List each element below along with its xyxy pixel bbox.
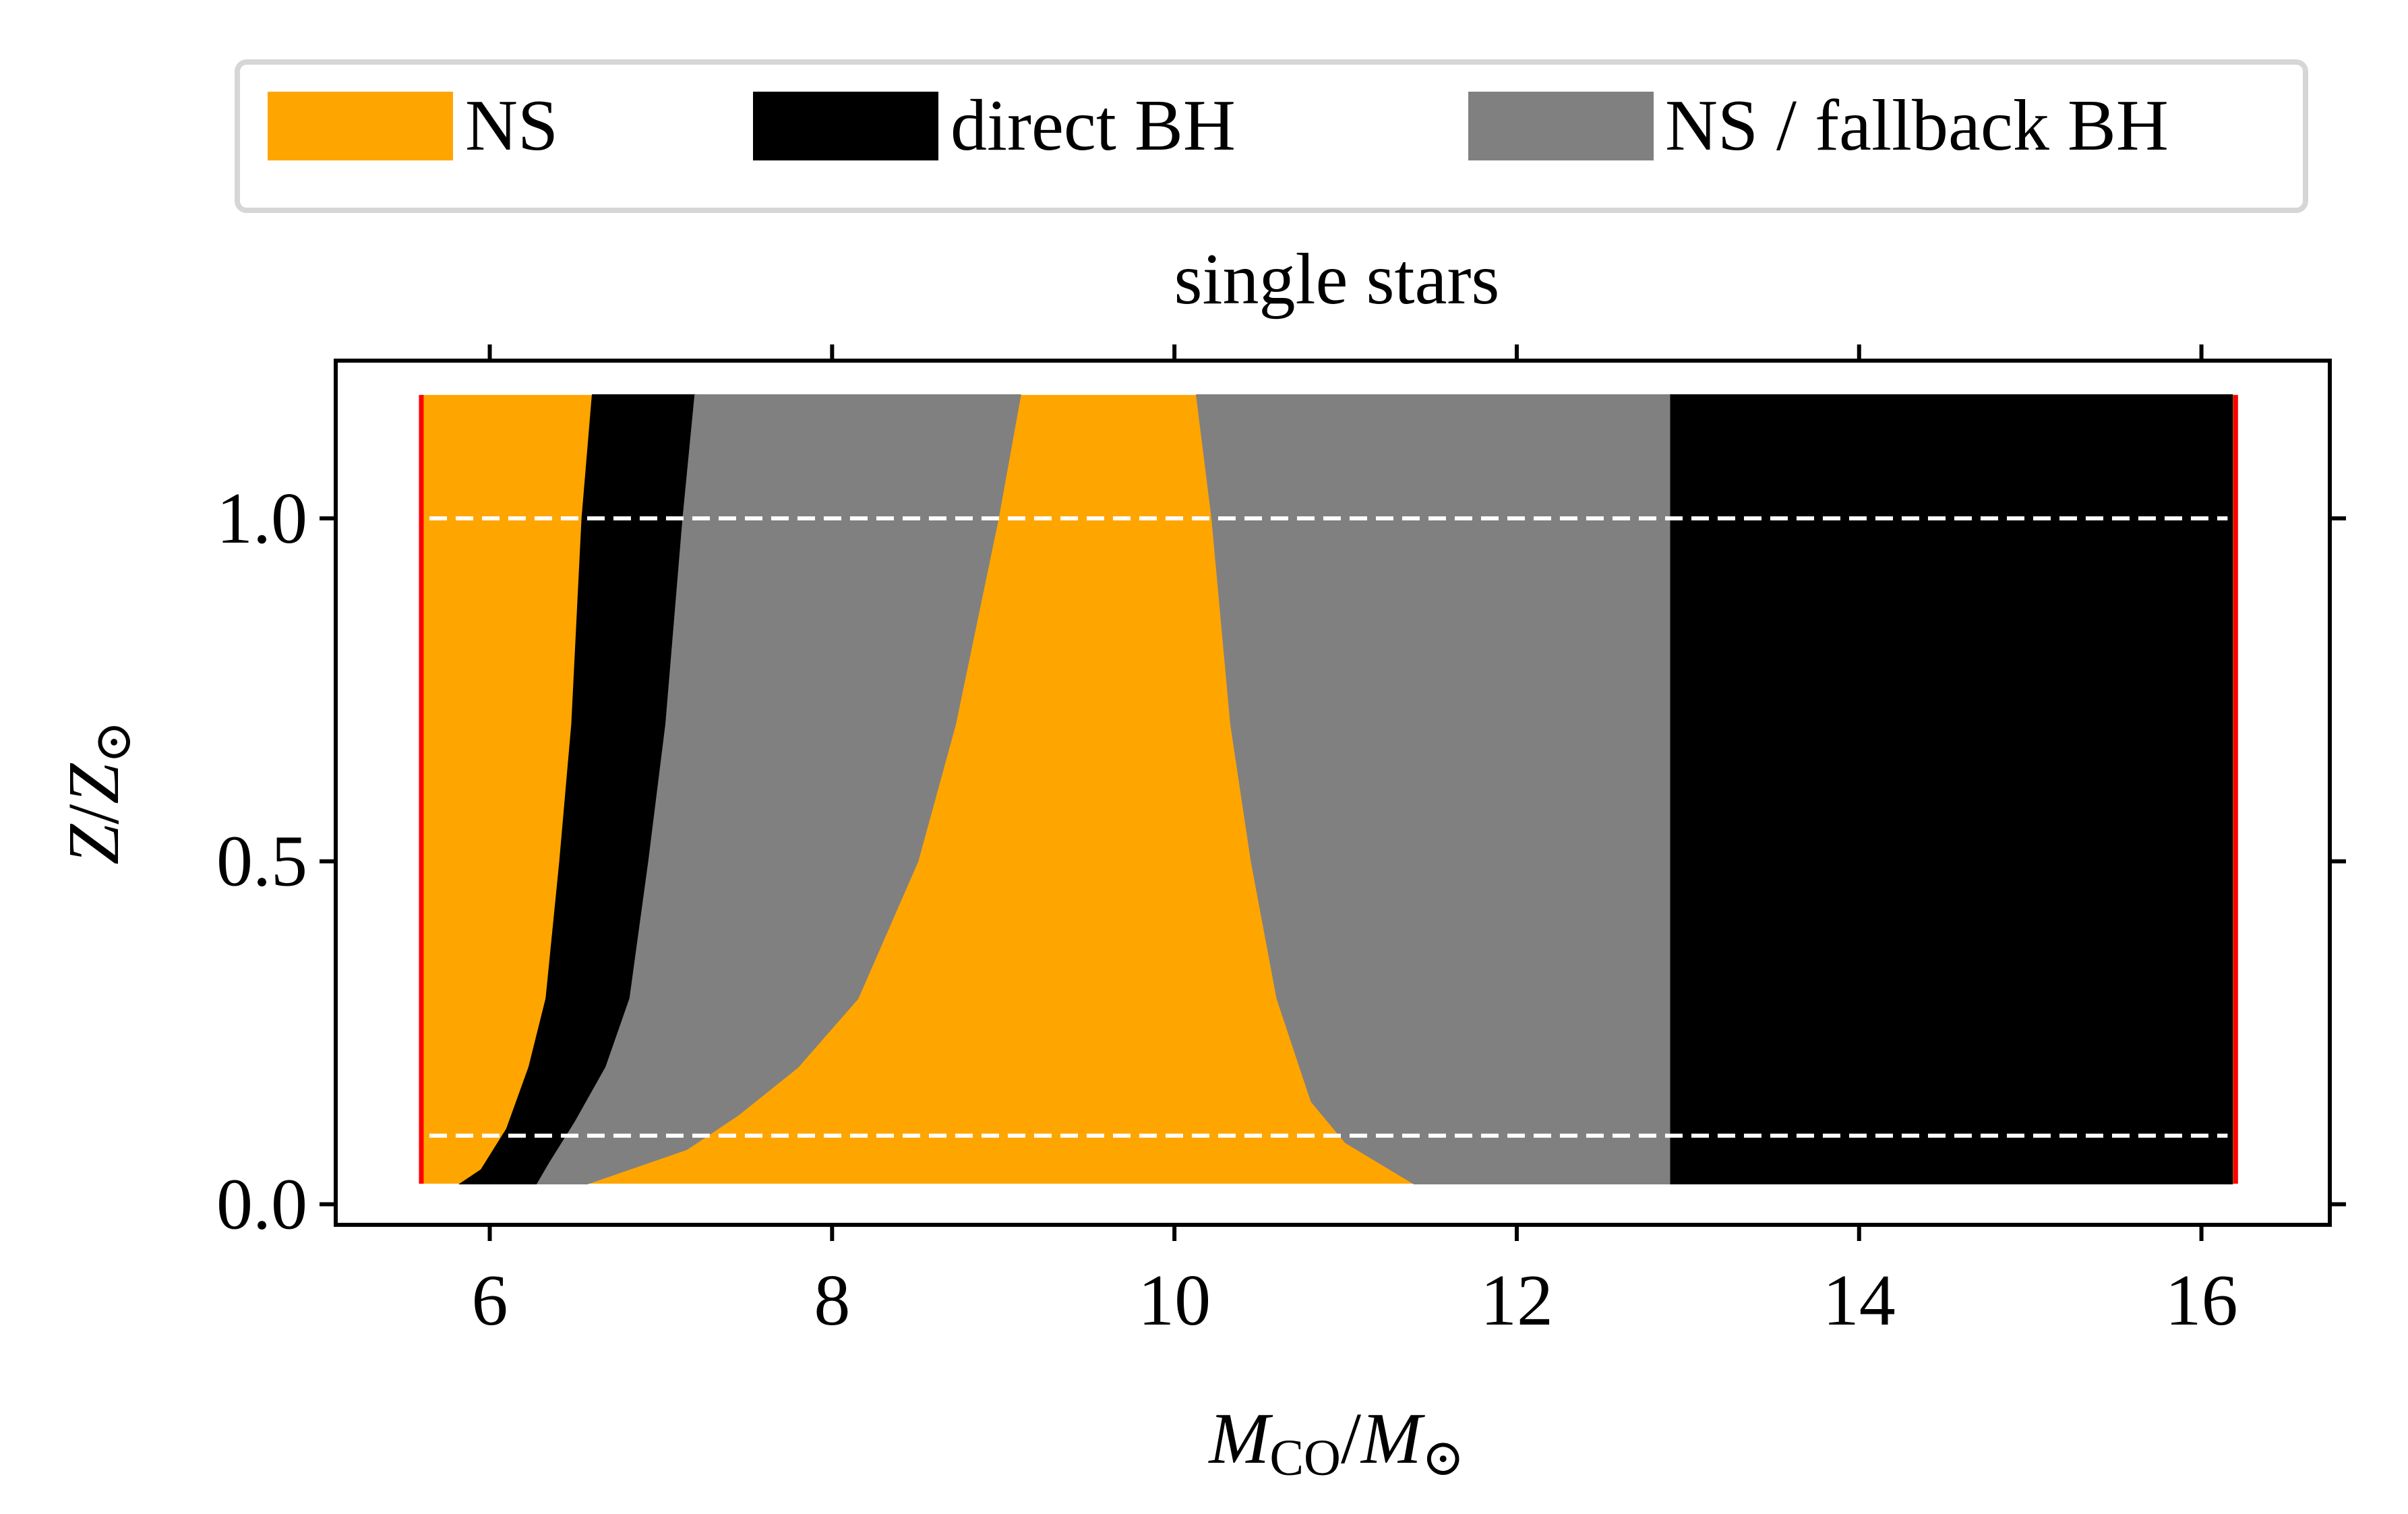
- legend-label-ns: NS: [465, 86, 558, 166]
- legend-label-fallback-bh: NS / fallback BH: [1665, 86, 2169, 166]
- y-label-sub2: ⊙: [85, 721, 142, 764]
- legend-label-direct-bh: direct BH: [951, 86, 1236, 166]
- x-tick-label: 6: [472, 1261, 508, 1341]
- y-tick-label: 0.5: [216, 822, 307, 902]
- x-label-main2: M: [1360, 1399, 1425, 1479]
- y-axis-label: Z/Z⊙: [54, 721, 142, 865]
- y-tick-label: 1.0: [216, 479, 307, 559]
- x-label-sub: CO: [1269, 1430, 1341, 1486]
- x-tick-label: 10: [1138, 1261, 1211, 1341]
- x-tick-label: 14: [1823, 1261, 1896, 1341]
- x-tick-label: 16: [2165, 1261, 2238, 1341]
- y-label-main: Z: [54, 824, 134, 865]
- x-tick-label: 12: [1480, 1261, 1553, 1341]
- region-2: [536, 394, 1021, 1184]
- x-label-sep: /: [1341, 1399, 1361, 1479]
- legend-swatch-fallback-bh: [1468, 92, 1654, 160]
- legend-swatch-direct-bh: [753, 92, 938, 160]
- region-4: [1670, 394, 2233, 1184]
- x-tick-label: 8: [814, 1261, 850, 1341]
- legend: NS direct BH NS / fallback BH: [235, 59, 2308, 213]
- x-axis-label: MCO/M⊙: [1207, 1399, 1464, 1486]
- y-label-main2: Z: [54, 763, 134, 804]
- y-tick-label: 0.0: [216, 1164, 307, 1244]
- chart-title: single stars: [1174, 239, 1500, 320]
- legend-swatch-ns: [268, 92, 453, 160]
- plot-area: [419, 394, 2238, 1184]
- x-label-main: M: [1207, 1399, 1273, 1479]
- axes-frame: [334, 359, 2332, 1227]
- axis-ticks: 6 8 10 12 14 16 0.0 0.5 1.0: [216, 344, 2346, 1341]
- x-label-sub2: ⊙: [1422, 1430, 1465, 1486]
- y-label-sep: /: [54, 804, 134, 824]
